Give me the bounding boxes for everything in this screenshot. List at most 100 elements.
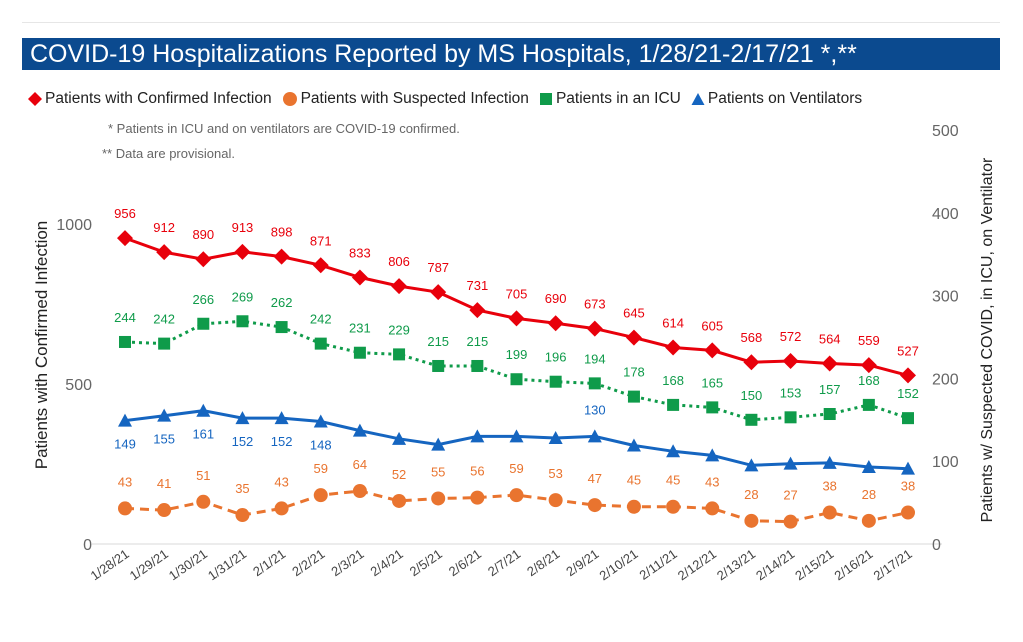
data-point-suspected [392, 493, 407, 508]
data-point-icu [588, 377, 601, 390]
data-label: 690 [545, 291, 567, 306]
data-point-ventilators [861, 459, 876, 473]
data-label: 568 [741, 330, 763, 345]
data-point-icu [627, 390, 640, 403]
data-label: 242 [310, 312, 332, 327]
x-tick-label: 2/11/21 [636, 546, 679, 583]
data-label: 266 [192, 292, 214, 307]
data-point-icu [510, 373, 523, 386]
data-label: 194 [584, 351, 606, 366]
data-point-confirmed [117, 230, 133, 247]
data-label: 262 [271, 295, 293, 310]
data-point-suspected [431, 491, 446, 506]
data-label: 215 [427, 334, 449, 349]
data-point-icu [197, 317, 210, 330]
x-tick-label: 2/3/21 [328, 546, 366, 579]
y-right-tick-label: 500 [932, 123, 959, 140]
data-point-icu [275, 321, 288, 334]
data-point-confirmed [469, 302, 486, 319]
data-point-icu [236, 315, 249, 328]
data-point-suspected [587, 498, 602, 513]
data-point-icu [549, 375, 562, 388]
data-label: 152 [232, 434, 254, 449]
data-label: 178 [623, 365, 645, 380]
data-point-ventilators [783, 456, 798, 470]
data-label: 43 [118, 474, 132, 489]
data-label: 53 [548, 466, 562, 481]
data-label: 45 [666, 473, 680, 488]
x-tick-label: 1/28/21 [88, 546, 132, 583]
x-tick-label: 2/6/21 [446, 546, 484, 579]
data-point-icu [667, 398, 680, 411]
y-right-tick-label: 400 [932, 206, 959, 223]
data-point-suspected [196, 494, 211, 509]
data-label: 52 [392, 467, 406, 482]
data-label: 43 [274, 474, 288, 489]
data-point-confirmed [782, 352, 799, 369]
data-label: 59 [509, 461, 523, 476]
top-divider [22, 22, 1000, 23]
x-tick-label: 2/15/21 [792, 546, 836, 583]
data-point-ventilators [274, 411, 289, 425]
data-point-suspected [822, 505, 837, 520]
data-label: 787 [427, 260, 449, 275]
data-point-suspected [783, 514, 798, 529]
legend: Patients with Confirmed Infection Patien… [28, 88, 872, 110]
data-point-confirmed [743, 354, 760, 371]
data-point-icu [823, 408, 836, 421]
data-point-suspected [118, 501, 132, 516]
data-point-ventilators [626, 438, 641, 452]
series-line-2 [124, 319, 909, 422]
data-label: 269 [232, 289, 254, 304]
data-point-confirmed [821, 355, 838, 372]
data-label: 572 [780, 329, 802, 344]
red-diamond-icon [28, 92, 42, 106]
data-point-suspected [705, 501, 720, 516]
y-right-axis-title: Patients w/ Suspected COVID, in ICU, on … [979, 157, 996, 522]
data-point-ventilators [509, 429, 524, 443]
x-tick-label: 1/31/21 [205, 546, 249, 583]
data-label: 229 [388, 322, 410, 337]
data-point-suspected [744, 513, 759, 528]
data-point-icu [706, 401, 719, 414]
y-right-tick-label: 300 [932, 289, 959, 306]
data-label: 35 [235, 481, 249, 496]
data-label: 45 [627, 473, 641, 488]
data-point-icu [745, 413, 758, 426]
data-label: 806 [388, 254, 410, 269]
data-point-suspected [666, 499, 681, 514]
data-point-confirmed [586, 320, 603, 337]
data-label: 645 [623, 306, 645, 321]
data-point-confirmed [430, 284, 447, 301]
legend-label-confirmed: Patients with Confirmed Infection [45, 90, 272, 107]
data-label: 527 [897, 343, 919, 358]
data-label: 168 [662, 373, 684, 388]
x-tick-label: 2/14/21 [753, 546, 797, 583]
data-label: 244 [114, 310, 136, 325]
data-label: 153 [780, 385, 802, 400]
data-label: 898 [271, 225, 293, 240]
x-tick-label: 2/1/21 [250, 546, 288, 579]
data-label: 150 [741, 388, 763, 403]
data-point-icu [314, 337, 327, 350]
legend-item-ventilators: Patients on Ventilators [691, 90, 862, 108]
legend-item-confirmed: Patients with Confirmed Infection [28, 90, 272, 108]
data-point-ventilators [901, 461, 915, 475]
data-point-suspected [901, 505, 915, 520]
data-point-icu [432, 359, 445, 372]
legend-label-suspected: Patients with Suspected Infection [300, 90, 529, 107]
chart-title: COVID-19 Hospitalizations Reported by MS… [22, 38, 1000, 70]
data-label: 564 [819, 332, 841, 347]
data-point-icu [158, 337, 171, 350]
data-label: 149 [114, 437, 136, 452]
data-point-ventilators [666, 444, 681, 458]
data-label: 38 [901, 479, 915, 494]
data-label: 43 [705, 474, 719, 489]
data-point-icu [119, 335, 131, 348]
data-point-confirmed [900, 367, 916, 384]
data-label: 47 [588, 471, 602, 486]
data-label: 55 [431, 464, 445, 479]
data-point-confirmed [860, 357, 877, 374]
legend-item-icu: Patients in an ICU [539, 90, 681, 108]
data-point-ventilators [118, 413, 132, 427]
